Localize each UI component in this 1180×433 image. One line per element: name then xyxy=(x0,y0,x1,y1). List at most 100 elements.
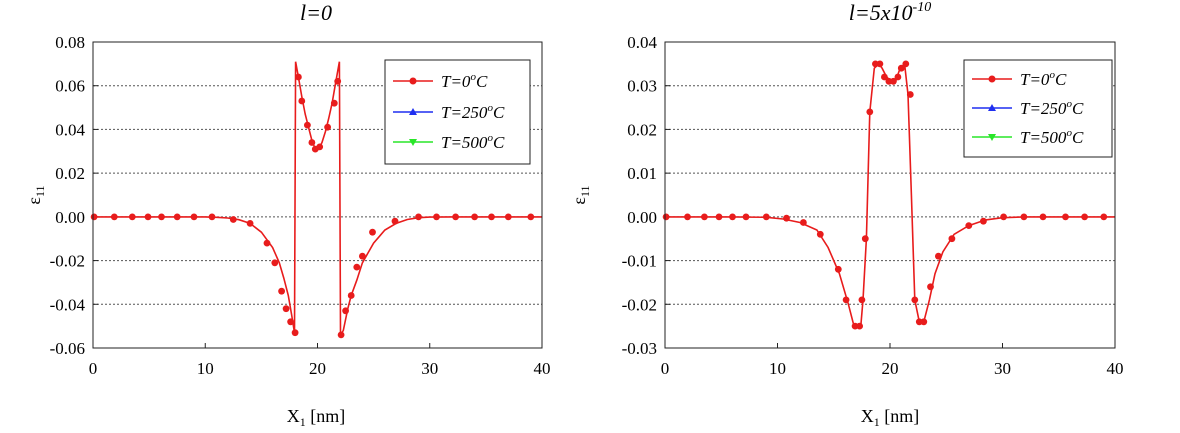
x-axis-label: X1 [nm] xyxy=(287,406,346,429)
data-point xyxy=(308,139,316,146)
chart-title: l=5x10-10 xyxy=(849,0,931,25)
legend-label: T=500oC xyxy=(1020,127,1084,147)
data-point xyxy=(890,77,897,85)
data-point xyxy=(701,213,708,221)
x-tick-label: 0 xyxy=(661,359,670,378)
data-point xyxy=(856,322,863,330)
x-axis-label-sub: 1 xyxy=(300,415,306,429)
data-point xyxy=(295,73,302,81)
data-point xyxy=(158,213,165,221)
legend-label: T=250oC xyxy=(441,102,505,122)
data-point xyxy=(391,217,399,225)
data-point xyxy=(1062,213,1069,221)
x-tick-label: 20 xyxy=(309,359,326,378)
legend-item-t500: T=500oC xyxy=(393,132,505,152)
data-point xyxy=(369,228,376,236)
legend-item-t250: T=250oC xyxy=(972,98,1084,118)
y-tick-label: 0.06 xyxy=(55,77,85,96)
legend-item-t0: T=0oC xyxy=(393,71,488,91)
data-point xyxy=(415,213,422,221)
legend: T=0oC T=250oC T=500oC xyxy=(963,59,1113,158)
data-point xyxy=(208,213,216,221)
data-point xyxy=(488,213,495,221)
data-point xyxy=(282,305,290,313)
y-axis-label-sub: 11 xyxy=(578,185,592,197)
data-point xyxy=(729,213,736,221)
data-point xyxy=(948,235,956,243)
data-point xyxy=(342,307,349,315)
svg-text:ε11: ε11 xyxy=(569,185,592,204)
y-tick-label: -0.04 xyxy=(50,295,86,314)
data-point xyxy=(742,213,750,221)
legend-label: T=0oC xyxy=(1020,69,1067,89)
data-point xyxy=(324,123,331,131)
data-point xyxy=(816,230,824,238)
data-point xyxy=(173,213,181,221)
x-tick-label: 40 xyxy=(1107,359,1124,378)
y-tick-label: 0.02 xyxy=(55,164,85,183)
data-point xyxy=(271,259,279,267)
data-point xyxy=(263,239,271,247)
data-point xyxy=(902,60,910,68)
legend-item-t250: T=250oC xyxy=(393,102,505,122)
x-tick-label: 40 xyxy=(534,359,551,378)
legend-item-t500: T=500oC xyxy=(972,127,1084,147)
y-axis-label: ε11 xyxy=(24,185,47,204)
y-tick-labels: -0.06 -0.04 -0.02 0.00 0.02 0.04 0.06 0.08 xyxy=(50,33,86,358)
legend-label: T=500oC xyxy=(441,132,505,152)
data-point xyxy=(144,213,152,221)
y-tick-label: 0.04 xyxy=(627,33,657,52)
data-point xyxy=(894,73,902,81)
data-point xyxy=(1039,213,1047,221)
y-tick-label: 0.01 xyxy=(627,164,657,183)
legend-circle-marker xyxy=(409,77,417,85)
data-point xyxy=(433,213,440,221)
svg-text:ε11: ε11 xyxy=(24,185,47,204)
data-point xyxy=(783,214,790,222)
data-point xyxy=(920,318,928,326)
data-point xyxy=(304,121,311,129)
data-point xyxy=(527,213,535,221)
legend-label: T=0oC xyxy=(441,71,488,91)
data-point xyxy=(1081,213,1088,221)
data-point xyxy=(684,213,691,221)
x-axis-label: X1 [nm] xyxy=(861,406,920,429)
legend-triangle-down-marker xyxy=(988,134,996,141)
x-tick-label: 20 xyxy=(882,359,899,378)
y-axis-label-main: ε xyxy=(24,197,44,205)
data-point xyxy=(911,296,919,304)
y-tick-labels: -0.03 -0.02 -0.01 0.00 0.01 0.02 0.03 0.04 xyxy=(622,33,658,358)
x-tick-label: 30 xyxy=(421,359,438,378)
x-tick-label: 10 xyxy=(769,359,786,378)
data-point xyxy=(110,213,118,221)
y-tick-label: -0.03 xyxy=(622,339,657,358)
x-axis-label-main: X xyxy=(861,406,874,426)
chart-title: l=0 xyxy=(300,0,332,25)
y-tick-label: 0.04 xyxy=(55,120,85,139)
x-axis-label-sub: 1 xyxy=(874,415,880,429)
x-tick-label: 10 xyxy=(197,359,214,378)
data-point xyxy=(662,213,670,221)
data-point xyxy=(876,60,884,68)
y-axis-label-main: ε xyxy=(569,197,589,205)
series-markers xyxy=(662,60,1108,330)
grid-lines xyxy=(93,85,542,305)
data-point xyxy=(90,213,98,221)
legend: T=0oC T=250oC T=500oC xyxy=(384,59,531,165)
data-point xyxy=(1000,213,1007,221)
data-point xyxy=(927,283,934,291)
data-point xyxy=(190,213,198,221)
data-point xyxy=(504,213,512,221)
data-point xyxy=(452,213,459,221)
data-point xyxy=(715,213,723,221)
series-markers xyxy=(90,73,535,339)
y-tick-label: 0.02 xyxy=(627,120,657,139)
data-point xyxy=(278,287,285,295)
y-tick-label: 0.00 xyxy=(627,208,657,227)
data-point xyxy=(858,296,866,304)
data-point xyxy=(337,331,345,339)
data-point xyxy=(965,222,973,230)
y-axis-label-sub: 11 xyxy=(33,185,47,197)
y-tick-label: 0.03 xyxy=(627,77,657,96)
